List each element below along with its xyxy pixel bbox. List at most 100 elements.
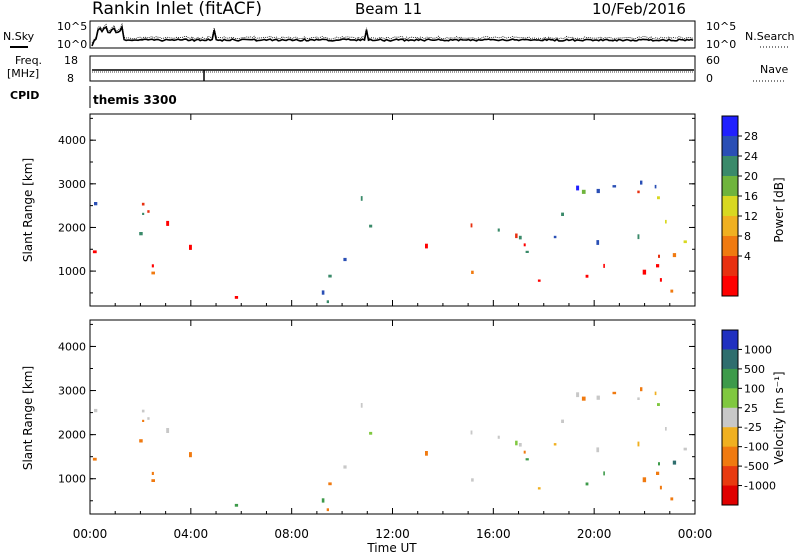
velocity-colorbar-swatch xyxy=(722,427,738,448)
freq-label: Freq. xyxy=(15,54,42,67)
power-echo-cell xyxy=(654,184,657,189)
power-colorbar: 28 24 20 16 12 8 4 xyxy=(721,115,758,297)
velocity-echo-cell xyxy=(189,452,192,458)
velocity-colorbar-tick-label: -1000 xyxy=(744,480,776,493)
power-echo-cell xyxy=(596,188,600,194)
time-tick-label: 00:00 xyxy=(678,527,713,541)
power-colorbar-swatch xyxy=(722,236,738,257)
time-xaxis: 00:00 04:00 08:00 12:00 16:00 20:00 00:00 xyxy=(73,114,713,541)
power-y-tick-label: 1000 xyxy=(58,265,86,278)
velocity-echo-cell xyxy=(603,471,605,476)
power-echo-cell xyxy=(321,290,325,295)
velocity-echo-cell xyxy=(581,396,586,401)
velocity-echo-cell xyxy=(151,479,155,482)
velocity-echo-cell xyxy=(523,450,526,454)
xaxis-label: Time UT xyxy=(366,541,417,554)
power-echo-cell xyxy=(658,254,660,258)
velocity-echo-cell xyxy=(576,392,580,398)
velocity-colorbar-tick-label: 500 xyxy=(744,363,765,376)
velocity-echo-cell xyxy=(425,451,428,456)
power-echo-cell xyxy=(523,243,526,247)
power-echo-cell xyxy=(139,232,143,236)
velocity-colorbar-tick-label: 100 xyxy=(744,382,765,395)
cpid-label: CPID xyxy=(10,89,39,102)
velocity-echo-cell xyxy=(497,435,500,439)
power-echo-cell xyxy=(234,296,239,299)
velocity-echo-cell xyxy=(369,431,373,435)
nsearch-label: N.Search xyxy=(745,30,795,43)
time-tick-label: 00:00 xyxy=(73,527,108,541)
velocity-y-tick-label: 3000 xyxy=(58,385,86,398)
velocity-echo-cell xyxy=(657,403,660,406)
power-echo-cell xyxy=(189,244,192,250)
power-colorbar-tick-label: 24 xyxy=(744,150,758,163)
nave-label: Nave xyxy=(760,63,788,76)
freq-tick-top: 18 xyxy=(64,54,78,67)
power-echo-cell xyxy=(470,223,473,228)
velocity-colorbar-swatch xyxy=(722,485,738,506)
velocity-echo-cell xyxy=(166,428,170,433)
velocity-echo-cell xyxy=(321,498,325,503)
power-colorbar-tick-label: 4 xyxy=(744,250,751,263)
power-echo-cell xyxy=(683,240,687,244)
velocity-echo-cell xyxy=(596,395,600,400)
velocity-echo-cell xyxy=(326,508,329,512)
power-echo-cell xyxy=(656,264,660,268)
velocity-colorbar-frame xyxy=(721,329,739,506)
velocity-colorbar-tick-label: -25 xyxy=(744,421,762,434)
velocity-echo-cell xyxy=(537,487,541,490)
power-y-tick-label: 4000 xyxy=(58,134,86,147)
power-echo-cell xyxy=(642,269,647,275)
power-colorbar-tick-label: 28 xyxy=(744,130,758,143)
velocity-echo-cell xyxy=(92,457,97,461)
velocity-colorbar-swatch xyxy=(722,446,738,467)
power-echo-cell xyxy=(657,196,660,200)
velocity-colorbar-swatch xyxy=(722,330,738,350)
velocity-echo-cell xyxy=(234,503,239,507)
velocity-colorbar-tick-label: 25 xyxy=(744,402,758,415)
nave-tick-bottom: 0 xyxy=(706,72,713,85)
velocity-echo-cell xyxy=(470,430,473,435)
freq-tick-bottom: 8 xyxy=(67,72,74,85)
velocity-echo-cell xyxy=(585,482,589,486)
nsky-label: N.Sky xyxy=(3,30,35,43)
velocity-echo-cell xyxy=(596,447,600,453)
power-echo-cell xyxy=(637,190,640,194)
noise-right-tick-bottom: 10^0 xyxy=(706,38,736,51)
velocity-colorbar-tick-label: -100 xyxy=(744,441,769,454)
velocity-colorbar-swatch xyxy=(722,388,738,409)
velocity-echo-cell xyxy=(471,478,474,482)
velocity-panel-frame xyxy=(89,319,696,515)
power-echo-cell xyxy=(151,271,155,275)
time-tick-label: 16:00 xyxy=(476,527,511,541)
velocity-colorbar-swatch xyxy=(722,466,738,487)
time-tick-label: 04:00 xyxy=(174,527,209,541)
time-tick-label: 12:00 xyxy=(375,527,410,541)
power-colorbar-tick-label: 20 xyxy=(744,170,758,183)
power-echo-cell xyxy=(369,224,373,228)
power-echo-cell xyxy=(92,250,97,254)
power-echo-cell xyxy=(166,220,170,226)
velocity-colorbar-swatch xyxy=(722,368,738,389)
power-echo-cell xyxy=(581,189,586,194)
station-title: Rankin Inlet (fitACF) xyxy=(92,0,262,19)
power-echo-cell xyxy=(142,212,145,215)
power-echo-cell xyxy=(603,263,605,268)
power-colorbar-swatch xyxy=(722,276,738,297)
velocity-echo-cell xyxy=(553,443,557,446)
power-y-tick-label: 3000 xyxy=(58,178,86,191)
power-echo-cell xyxy=(471,270,474,274)
power-colorbar-tick-label: 8 xyxy=(744,230,751,243)
power-colorbar-tick-label: 16 xyxy=(744,190,758,203)
power-echo-cell xyxy=(518,235,522,240)
velocity-echo-cell xyxy=(360,403,363,408)
velocity-data-layer xyxy=(92,387,687,512)
velocity-echo-cell xyxy=(518,443,522,447)
power-echo-cell xyxy=(612,185,617,188)
power-colorbar-swatch xyxy=(722,176,738,197)
power-colorbar-label: Power [dB] xyxy=(772,177,786,242)
power-echo-cell xyxy=(360,196,363,201)
velocity-colorbar-swatch xyxy=(722,349,738,370)
velocity-echo-cell xyxy=(343,465,347,469)
beam-title: Beam 11 xyxy=(355,0,422,18)
